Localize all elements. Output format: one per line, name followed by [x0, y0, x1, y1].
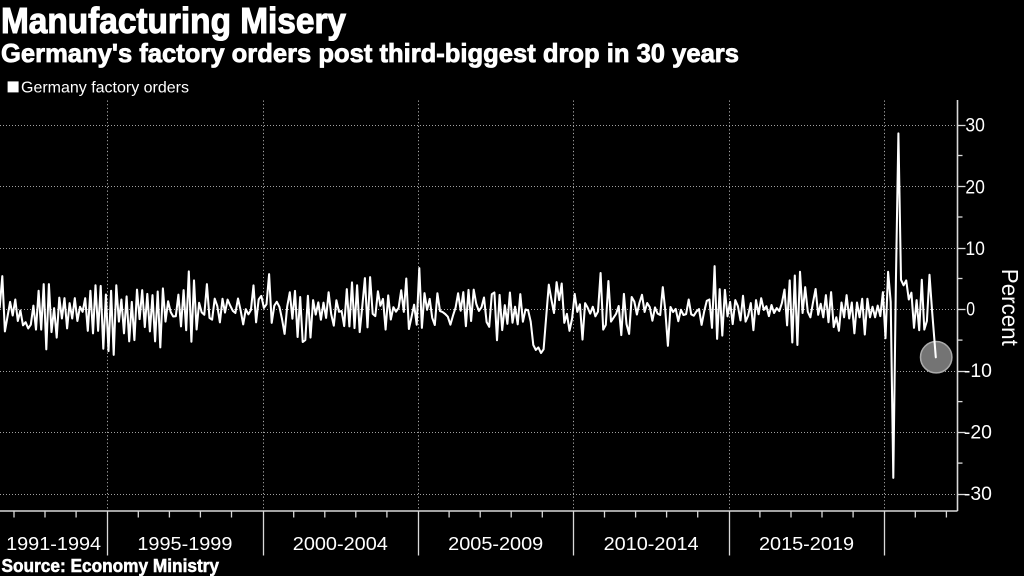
svg-text:Germany factory orders: Germany factory orders	[21, 80, 189, 97]
svg-text:30: 30	[965, 116, 985, 137]
svg-text:0: 0	[966, 300, 975, 321]
svg-text:-20: -20	[964, 423, 992, 444]
svg-text:2005-2009: 2005-2009	[448, 534, 543, 554]
svg-text:20: 20	[965, 177, 985, 198]
svg-text:-30: -30	[964, 484, 992, 505]
svg-text:2000-2004: 2000-2004	[293, 534, 388, 554]
svg-text:Manufacturing Misery: Manufacturing Misery	[1, 0, 346, 41]
svg-text:-10: -10	[964, 361, 992, 382]
svg-text:Percent: Percent	[997, 269, 1023, 347]
svg-text:2010-2014: 2010-2014	[604, 534, 699, 554]
svg-text:2015-2019: 2015-2019	[759, 534, 854, 554]
svg-text:10: 10	[965, 239, 985, 260]
svg-text:1995-1999: 1995-1999	[137, 534, 232, 554]
svg-text:1991-1994: 1991-1994	[6, 534, 101, 554]
svg-text:Germany's factory orders post: Germany's factory orders post third-bigg…	[1, 38, 739, 68]
svg-text:Source: Economy Ministry: Source: Economy Ministry	[2, 556, 220, 576]
